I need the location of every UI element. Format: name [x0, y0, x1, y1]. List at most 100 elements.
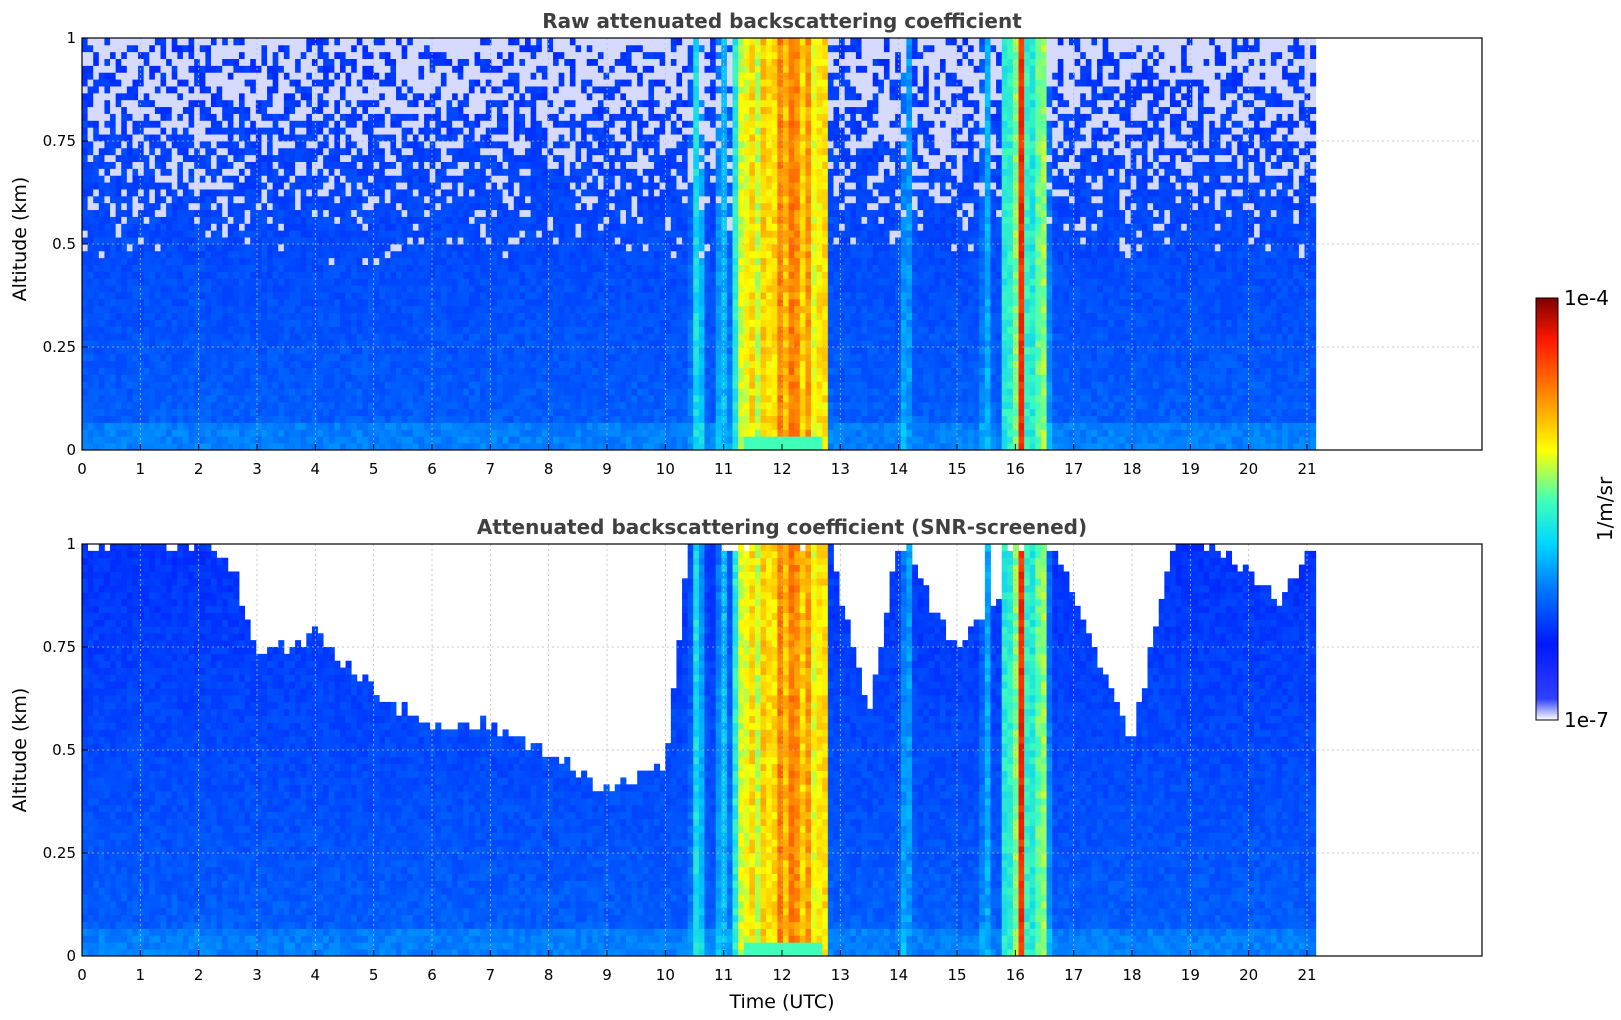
heatmap-cell: [155, 258, 161, 265]
heatmap-cell: [144, 141, 150, 148]
heatmap-cell: [82, 210, 88, 217]
heatmap-cell: [132, 189, 138, 196]
heatmap-cell: [245, 230, 251, 237]
heatmap-cell: [340, 79, 346, 86]
heatmap-cell: [183, 347, 189, 354]
heatmap-cell: [104, 333, 110, 340]
heatmap-cell: [183, 429, 189, 436]
heatmap-cell: [329, 265, 335, 272]
heatmap-cell: [418, 285, 424, 292]
heatmap-cell: [475, 162, 481, 169]
heatmap-cell: [155, 210, 161, 217]
heatmap-cell: [407, 381, 413, 388]
heatmap-cell: [104, 409, 110, 416]
heatmap-cell: [441, 127, 447, 134]
heatmap-cell: [531, 114, 537, 121]
heatmap-cell: [475, 409, 481, 416]
heatmap-cell: [110, 79, 116, 86]
heatmap-cell: [239, 182, 245, 189]
heatmap-cell: [351, 381, 357, 388]
heatmap-cell: [222, 175, 228, 182]
heatmap-cell: [452, 271, 458, 278]
heatmap-cell: [390, 93, 396, 100]
heatmap-cell: [329, 182, 335, 189]
heatmap-cell: [424, 265, 430, 272]
heatmap-cell: [346, 374, 352, 381]
heatmap-cell: [334, 402, 340, 409]
heatmap-cell: [536, 361, 542, 368]
heatmap-cell: [486, 127, 492, 134]
heatmap-cell: [357, 409, 363, 416]
heatmap-cell: [273, 79, 279, 86]
heatmap-cell: [301, 436, 307, 443]
heatmap-cell: [99, 52, 105, 59]
heatmap-cell: [228, 189, 234, 196]
heatmap-cell: [329, 210, 335, 217]
heatmap-cell: [374, 244, 380, 251]
heatmap-cell: [542, 402, 548, 409]
heatmap-cell: [542, 347, 548, 354]
heatmap-cell: [161, 347, 167, 354]
heatmap-cell: [245, 278, 251, 285]
heatmap-cell: [121, 381, 127, 388]
heatmap-cell: [177, 278, 183, 285]
heatmap-cell: [161, 155, 167, 162]
heatmap-cell: [233, 38, 239, 45]
heatmap-cell: [447, 395, 453, 402]
heatmap-cell: [104, 189, 110, 196]
heatmap-cell: [385, 168, 391, 175]
heatmap-cell: [346, 361, 352, 368]
heatmap-cell: [166, 52, 172, 59]
heatmap-cell: [183, 251, 189, 258]
heatmap-cell: [396, 443, 402, 450]
heatmap-cell: [379, 182, 385, 189]
heatmap-cell: [447, 436, 453, 443]
heatmap-cell: [256, 107, 262, 114]
heatmap-cell: [503, 285, 509, 292]
heatmap-cell: [329, 72, 335, 79]
heatmap-cell: [200, 340, 206, 347]
heatmap-cell: [402, 306, 408, 313]
heatmap-cell: [452, 100, 458, 107]
heatmap-cell: [458, 347, 464, 354]
heatmap-cell: [418, 100, 424, 107]
heatmap-cell: [486, 361, 492, 368]
heatmap-cell: [306, 271, 312, 278]
heatmap-cell: [278, 93, 284, 100]
heatmap-cell: [82, 340, 88, 347]
heatmap-cell: [407, 45, 413, 52]
heatmap-cell: [127, 368, 133, 375]
heatmap-cell: [93, 347, 99, 354]
heatmap-cell: [301, 182, 307, 189]
heatmap-cell: [430, 340, 436, 347]
heatmap-cell: [402, 114, 408, 121]
heatmap-cell: [329, 86, 335, 93]
heatmap-cell: [177, 320, 183, 327]
heatmap-cell: [475, 107, 481, 114]
heatmap-cell: [222, 271, 228, 278]
heatmap-cell: [318, 374, 324, 381]
heatmap-cell: [508, 182, 514, 189]
heatmap-cell: [402, 230, 408, 237]
heatmap-cell: [402, 333, 408, 340]
heatmap-cell: [239, 114, 245, 121]
heatmap-cell: [329, 333, 335, 340]
heatmap-cell: [329, 326, 335, 333]
heatmap-cell: [138, 38, 144, 45]
heatmap-cell: [503, 436, 509, 443]
heatmap-cell: [351, 230, 357, 237]
heatmap-cell: [407, 134, 413, 141]
heatmap-cell: [233, 278, 239, 285]
heatmap-cell: [261, 93, 267, 100]
heatmap-cell: [183, 162, 189, 169]
heatmap-cell: [161, 127, 167, 134]
heatmap-cell: [177, 52, 183, 59]
heatmap-cell: [486, 203, 492, 210]
heatmap-cell: [205, 65, 211, 72]
heatmap-cell: [301, 148, 307, 155]
heatmap-cell: [149, 79, 155, 86]
heatmap-cell: [127, 388, 133, 395]
heatmap-cell: [435, 368, 441, 375]
heatmap-cell: [284, 223, 290, 230]
heatmap-cell: [491, 189, 497, 196]
